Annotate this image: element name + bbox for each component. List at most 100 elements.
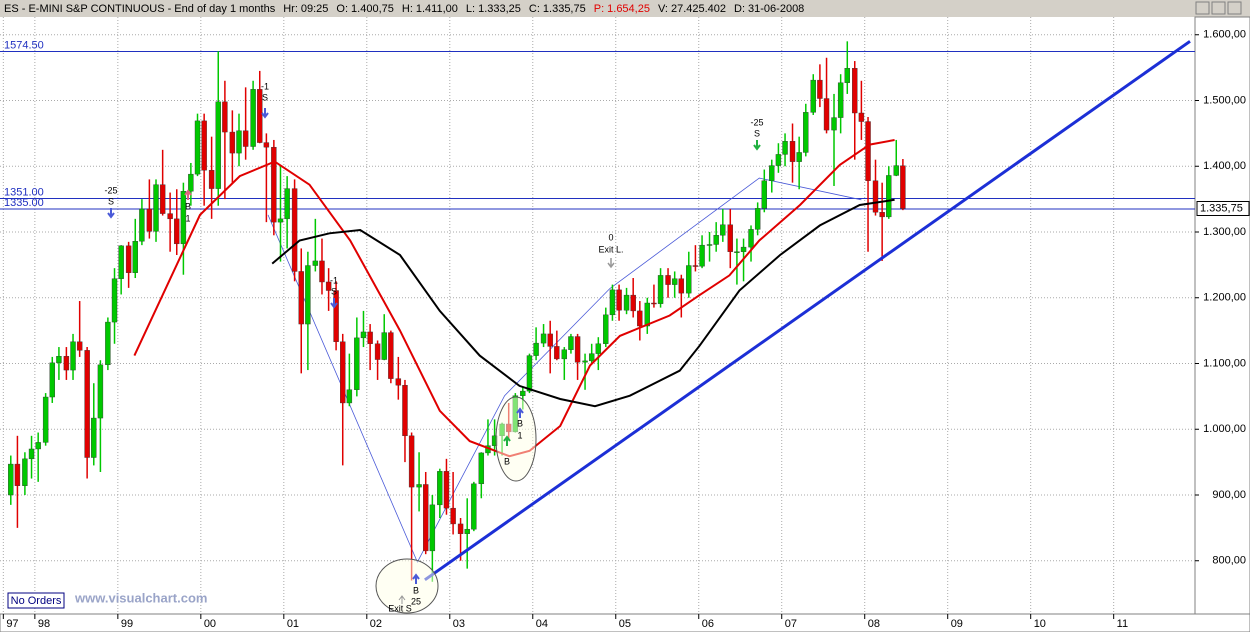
candle-body bbox=[312, 260, 319, 266]
candle-body bbox=[595, 343, 602, 354]
candle-body bbox=[574, 336, 581, 363]
candle-body bbox=[471, 483, 477, 530]
annotation: S bbox=[262, 92, 268, 102]
candle-body bbox=[298, 271, 304, 325]
header-value: 1.411,00 bbox=[416, 3, 458, 15]
candle-body bbox=[167, 213, 173, 220]
candle-body bbox=[775, 154, 782, 166]
y-tick-label: 1.100,00 bbox=[1203, 357, 1246, 369]
candle-body bbox=[381, 332, 387, 360]
orders-status[interactable]: No Orders bbox=[11, 595, 62, 607]
header-value: 1.400,75 bbox=[351, 3, 394, 15]
candle-body bbox=[720, 224, 726, 236]
x-tick-label: 09 bbox=[951, 618, 963, 630]
y-tick-label: 1.200,00 bbox=[1203, 292, 1246, 304]
candle-body bbox=[671, 278, 678, 285]
candle-body bbox=[637, 310, 643, 327]
x-tick-label: 10 bbox=[1034, 618, 1046, 630]
candle-body bbox=[14, 463, 21, 486]
candle-body bbox=[443, 471, 450, 509]
x-tick-label: 00 bbox=[204, 618, 216, 630]
candle-body bbox=[319, 260, 325, 283]
candle-body bbox=[340, 341, 346, 404]
x-tick-label: 05 bbox=[619, 618, 631, 630]
candle-body bbox=[291, 188, 298, 272]
orders-box[interactable] bbox=[7, 592, 65, 609]
candle-body bbox=[70, 341, 76, 371]
candle-body bbox=[796, 152, 802, 162]
y-tick-label: 1.300,00 bbox=[1203, 226, 1246, 238]
candle-body bbox=[22, 458, 28, 486]
candle-body bbox=[305, 265, 311, 325]
annotations bbox=[107, 108, 761, 614]
candle-body bbox=[858, 112, 865, 122]
candle-body bbox=[540, 333, 547, 344]
candle-body bbox=[42, 396, 49, 443]
watermark: www.visualchart.com bbox=[74, 590, 207, 605]
annotation: 25 bbox=[411, 596, 421, 606]
price-axis bbox=[1194, 16, 1250, 615]
annotation: S bbox=[331, 286, 337, 296]
candle-body bbox=[105, 321, 111, 366]
candle-body bbox=[159, 184, 166, 214]
candle-body bbox=[692, 265, 699, 267]
y-tick-label: 1.500,00 bbox=[1203, 94, 1246, 106]
candle-body bbox=[657, 275, 664, 304]
annotation: S bbox=[108, 196, 114, 206]
candle-body bbox=[174, 218, 180, 245]
candle-body bbox=[831, 117, 837, 131]
candle-body bbox=[630, 294, 636, 312]
y-tick-label: 1.400,00 bbox=[1203, 160, 1246, 172]
candle-body bbox=[761, 180, 768, 209]
candle-body bbox=[139, 208, 145, 242]
header-label: C: bbox=[529, 3, 540, 15]
candle-body bbox=[153, 184, 159, 232]
header-value: 1.333,25 bbox=[478, 3, 521, 15]
candle-body bbox=[879, 212, 885, 218]
annotation: B bbox=[413, 585, 419, 595]
candle-body bbox=[374, 343, 381, 360]
candle-body bbox=[450, 507, 456, 525]
x-tick-label: 01 bbox=[287, 618, 299, 630]
candle-body bbox=[257, 89, 263, 143]
candle-body bbox=[429, 504, 436, 552]
y-tick-label: 800,00 bbox=[1212, 555, 1246, 567]
candle-body bbox=[423, 484, 429, 552]
candle-body bbox=[236, 130, 242, 154]
annotation: 0 bbox=[608, 232, 613, 242]
candle-body bbox=[893, 165, 899, 176]
header-label: O: bbox=[336, 3, 348, 15]
candle-body bbox=[727, 224, 733, 252]
header-bar bbox=[0, 0, 1250, 17]
maximize-button[interactable] bbox=[1211, 1, 1226, 15]
minimize-button[interactable] bbox=[1195, 1, 1210, 15]
candle-body bbox=[84, 350, 90, 458]
candle-body bbox=[367, 331, 373, 344]
candle-body bbox=[63, 356, 70, 371]
annotation-texts: -25 S B 1 -1 S -1 S 0 Exit L. -25 S B 1 … bbox=[104, 81, 763, 613]
candle-body bbox=[886, 175, 892, 218]
header-value: 31-06-2008 bbox=[748, 3, 804, 15]
header-label: L: bbox=[466, 3, 475, 15]
candle-body bbox=[242, 130, 249, 147]
candle-body bbox=[823, 98, 830, 131]
candle-body bbox=[699, 244, 705, 267]
close-button[interactable] bbox=[1227, 1, 1242, 15]
candle-body bbox=[201, 120, 207, 171]
candle-body bbox=[457, 523, 464, 534]
candle-body bbox=[8, 463, 14, 496]
trend-line bbox=[424, 40, 1191, 582]
candle-body bbox=[325, 281, 332, 291]
candle-body bbox=[229, 131, 236, 154]
annotation: -1 bbox=[330, 275, 338, 285]
header-value: 27.425.402 bbox=[671, 3, 726, 15]
candle-body bbox=[395, 378, 402, 386]
candle-body bbox=[215, 101, 221, 189]
candle-body bbox=[789, 141, 796, 162]
y-tick-label: 1.600,00 bbox=[1203, 29, 1246, 41]
candle-body bbox=[250, 89, 256, 147]
candle-body bbox=[754, 208, 761, 230]
candle-body bbox=[76, 341, 83, 351]
candle-body bbox=[713, 235, 719, 245]
